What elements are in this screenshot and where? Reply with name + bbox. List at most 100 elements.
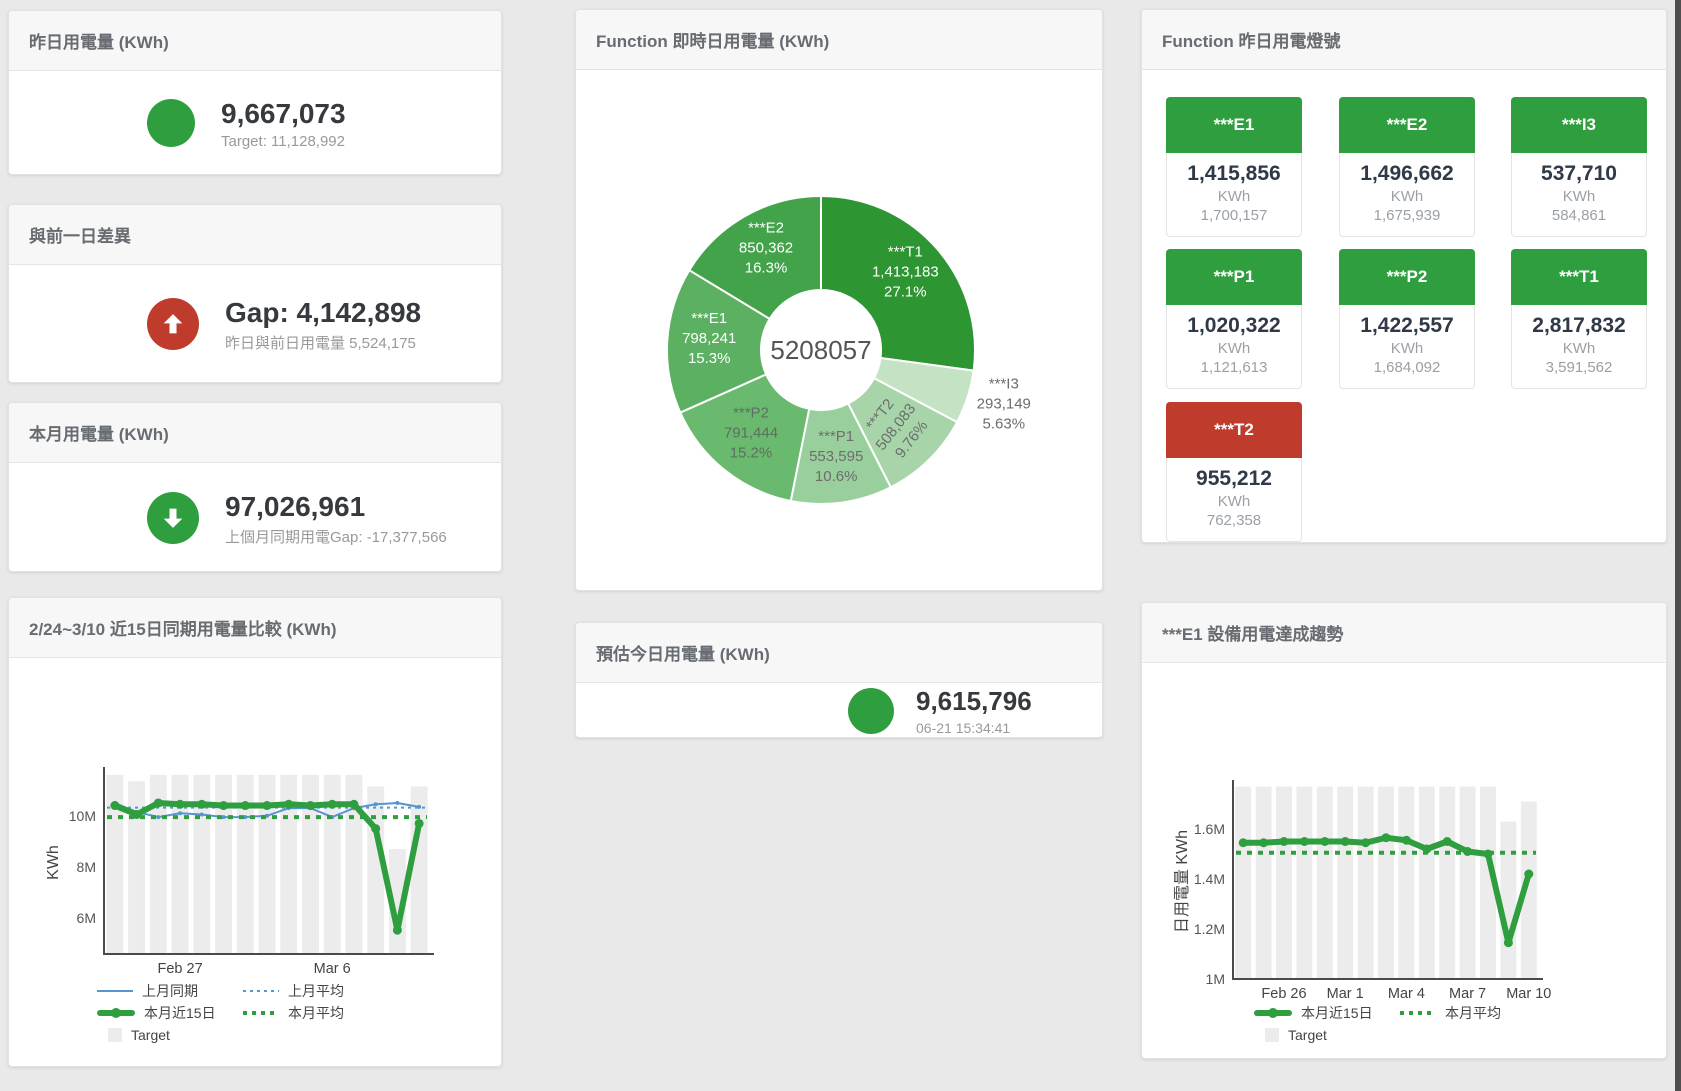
card-gap-title[interactable]: 與前一日差異 xyxy=(29,227,131,246)
card-month-title[interactable]: 本月用電量 (KWh) xyxy=(29,425,169,444)
legend-item-this-month-avg[interactable]: 本月平均 xyxy=(1400,1003,1546,1023)
realtime-donut-chart[interactable]: ***T1 1,413,183 27.1%***I3 293,149 5.63%***T… xyxy=(576,72,1104,584)
lamp-tile-t2-value: 955,212 xyxy=(1196,467,1272,490)
lamp-tile-t2-target: 762,358 xyxy=(1206,512,1262,529)
lamp-tile-t1-unit: KWh xyxy=(1562,340,1596,357)
card-gap-header: 與前一日差異 xyxy=(9,205,501,265)
lamp-tile-e1-unit: KWh xyxy=(1217,188,1251,205)
card-e1-trend-title[interactable]: ***E1 設備用電達成趨勢 xyxy=(1162,625,1344,644)
legend-label: 本月平均 xyxy=(1445,1005,1501,1021)
lamp-tile-e1-value: 1,415,856 xyxy=(1187,162,1281,185)
card-month-header: 本月用電量 (KWh) xyxy=(9,403,501,463)
legend-label: Target xyxy=(1288,1027,1327,1043)
svg-text:Mar 6: Mar 6 xyxy=(314,961,351,977)
lamp-tile-t1-header: ***T1 xyxy=(1511,249,1647,305)
up-arrow-icon xyxy=(147,298,199,350)
lamp-tile-i3-unit: KWh xyxy=(1562,188,1596,205)
legend-label: 上月同期 xyxy=(142,983,198,999)
vertical-scrollbar[interactable] xyxy=(1675,0,1681,1091)
svg-text:1.4M: 1.4M xyxy=(1194,871,1225,887)
svg-text:6M: 6M xyxy=(77,910,96,926)
month-usage-gap: 上個月同期用電Gap: -17,377,566 xyxy=(225,528,447,546)
card-yesterday-title[interactable]: 昨日用電量 (KWh) xyxy=(29,33,169,52)
svg-text:KWh: KWh xyxy=(45,845,62,880)
svg-text:Mar 10: Mar 10 xyxy=(1506,986,1551,1002)
month-usage-value: 97,026,961 xyxy=(225,490,366,522)
status-green-circle-icon xyxy=(848,687,894,734)
lamp-tile-p1-unit: KWh xyxy=(1217,340,1251,357)
card-15day-compare: 2/24~3/10 近15日同期用電量比較 (KWh) 6M 8M 10M KWh Fe… xyxy=(8,597,502,1067)
svg-text:1.2M: 1.2M xyxy=(1194,921,1225,937)
card-e1-trend: ***E1 設備用電達成趨勢 1M 1.2M 1.4M 1.6M 日用電量 KWh Feb… xyxy=(1141,602,1667,1059)
legend-label: Target xyxy=(131,1027,170,1043)
lamp-tile-p1-value: 1,020,322 xyxy=(1187,314,1281,337)
card-estimate-today: 預估今日用電量 (KWh) 9,615,796 06-21 15:34:41 xyxy=(575,622,1103,738)
legend-item-this-month-line[interactable]: 本月近15日 xyxy=(1254,1003,1400,1023)
legend-item-target[interactable]: Target xyxy=(97,1027,243,1043)
card-15day-title[interactable]: 2/24~3/10 近15日同期用電量比較 (KWh) xyxy=(29,620,337,639)
card-donut-title[interactable]: Function 即時日用電量 (KWh) xyxy=(596,32,830,51)
card-donut-header: Function 即時日用電量 (KWh) xyxy=(576,10,1102,70)
card-15day-header: 2/24~3/10 近15日同期用電量比較 (KWh) xyxy=(9,598,501,658)
lamp-tile-p2[interactable]: ***P2 1,422,557 KWh 1,684,092 xyxy=(1339,249,1475,389)
card-lamp-header: Function 昨日用電燈號 xyxy=(1142,10,1666,70)
estimate-value: 9,615,796 xyxy=(916,686,1032,717)
card-estimate-title[interactable]: 預估今日用電量 (KWh) xyxy=(596,645,770,664)
estimate-timestamp: 06-21 15:34:41 xyxy=(916,719,1011,736)
svg-text:Feb 26: Feb 26 xyxy=(1261,986,1306,1002)
legend-item-last-month-line[interactable]: 上月同期 xyxy=(97,981,243,1001)
gray-square-swatch-icon xyxy=(1265,1028,1279,1042)
card-e1-trend-header: ***E1 設備用電達成趨勢 xyxy=(1142,603,1666,663)
card-lamp-board: Function 昨日用電燈號 ***E1 1,415,856 KWh 1,70… xyxy=(1141,9,1667,543)
gray-square-swatch-icon xyxy=(108,1028,122,1042)
lamp-tile-e1-header: ***E1 xyxy=(1166,97,1302,153)
lamp-tile-t2-unit: KWh xyxy=(1217,493,1251,510)
lamp-tile-p2-target: 1,684,092 xyxy=(1373,359,1441,376)
svg-text:Mar 7: Mar 7 xyxy=(1449,986,1486,1002)
lamp-tile-p1-header: ***P1 xyxy=(1166,249,1302,305)
svg-text:8M: 8M xyxy=(77,859,96,875)
svg-text:日用電量 KWh: 日用電量 KWh xyxy=(1174,830,1191,933)
legend-label: 本月近15日 xyxy=(144,1005,216,1021)
legend-item-target[interactable]: Target xyxy=(1254,1027,1400,1043)
lamp-tile-i3-value: 537,710 xyxy=(1541,162,1617,185)
svg-text:Feb 27: Feb 27 xyxy=(157,961,202,977)
svg-text:10M: 10M xyxy=(69,808,96,824)
lamp-tile-t1-value: 2,817,832 xyxy=(1532,314,1626,337)
legend-label: 本月近15日 xyxy=(1301,1005,1373,1021)
lamp-tile-e1-target: 1,700,157 xyxy=(1200,207,1268,224)
card-yesterday-usage: 昨日用電量 (KWh) 9,667,073 Target: 11,128,992 xyxy=(8,10,502,175)
blue-dotted-swatch-icon xyxy=(243,990,279,992)
lamp-tile-p1[interactable]: ***P1 1,020,322 KWh 1,121,613 xyxy=(1166,249,1302,389)
down-arrow-icon xyxy=(147,491,199,544)
svg-text:1.6M: 1.6M xyxy=(1194,821,1225,837)
lamp-tile-e2-value: 1,496,662 xyxy=(1360,162,1454,185)
lamp-tile-t2[interactable]: ***T2 955,212 KWh 762,358 xyxy=(1166,402,1302,542)
compare15-combo-chart[interactable]: 6M 8M 10M KWh Feb 27 Mar 6 xyxy=(34,763,444,988)
blue-line-swatch-icon xyxy=(97,990,133,992)
lamp-tile-e2-unit: KWh xyxy=(1390,188,1424,205)
lamp-tile-t1-target: 3,591,562 xyxy=(1545,359,1613,376)
svg-text:Mar 4: Mar 4 xyxy=(1388,986,1425,1002)
lamp-tile-e1[interactable]: ***E1 1,415,856 KWh 1,700,157 xyxy=(1166,97,1302,237)
lamp-tile-e2-header: ***E2 xyxy=(1339,97,1475,153)
legend-item-this-month-avg[interactable]: 本月平均 xyxy=(243,1003,389,1023)
yesterday-usage-target: Target: 11,128,992 xyxy=(221,133,345,150)
card-yesterday-header: 昨日用電量 (KWh) xyxy=(9,11,501,71)
lamp-tile-e2[interactable]: ***E2 1,496,662 KWh 1,675,939 xyxy=(1339,97,1475,237)
lamp-tile-i3[interactable]: ***I3 537,710 KWh 584,861 xyxy=(1511,97,1647,237)
lamp-tile-t1[interactable]: ***T1 2,817,832 KWh 3,591,562 xyxy=(1511,249,1647,389)
gap-subtitle: 昨日與前日用電量 5,524,175 xyxy=(225,335,416,352)
legend-item-last-month-avg[interactable]: 上月平均 xyxy=(243,981,389,1001)
lamp-tile-p1-target: 1,121,613 xyxy=(1200,359,1268,376)
card-lamp-title[interactable]: Function 昨日用電燈號 xyxy=(1162,32,1341,51)
legend-label: 上月平均 xyxy=(288,983,344,999)
compare15-legend: 上月同期 上月平均 本月近15日 本月平均 Target xyxy=(97,980,389,1046)
legend-item-this-month-line[interactable]: 本月近15日 xyxy=(97,1003,243,1023)
